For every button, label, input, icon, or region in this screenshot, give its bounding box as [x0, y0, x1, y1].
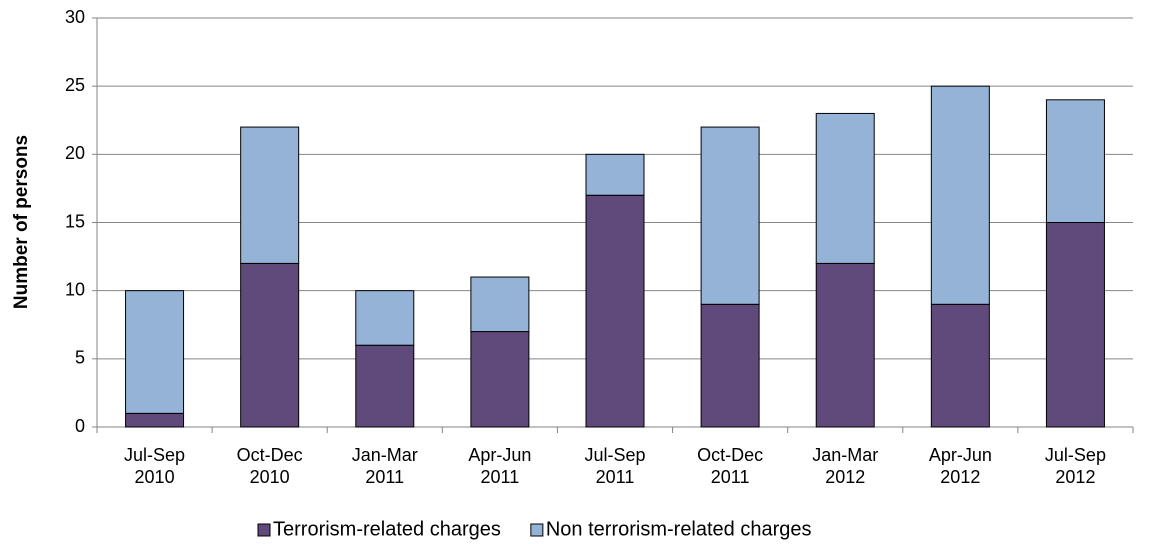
legend-label: Non terrorism-related charges [546, 518, 812, 540]
bar [700, 303, 760, 428]
x-tick-label: 2011 [481, 467, 520, 487]
x-tick-label: 2012 [825, 467, 865, 487]
bar [355, 344, 415, 428]
bar [1045, 222, 1105, 428]
x-tick-label: Jul-Sep [1045, 445, 1106, 465]
x-tick-label: 2010 [250, 467, 290, 487]
x-tick-label: Apr-Jun [468, 445, 531, 465]
legend-label: Terrorism-related charges [273, 518, 501, 540]
x-tick-label: Oct-Dec [697, 445, 763, 465]
y-tick-label: 15 [65, 211, 85, 231]
y-tick-label: 0 [75, 416, 85, 436]
bar [930, 303, 990, 428]
bar [700, 126, 760, 305]
x-tick-label: 2010 [135, 467, 175, 487]
bar [125, 290, 185, 414]
bar [815, 112, 875, 264]
bar [815, 262, 875, 428]
x-tick-label: 2011 [365, 467, 404, 487]
bar [585, 194, 645, 428]
x-tick-label: 2011 [711, 467, 750, 487]
y-tick-label: 30 [65, 7, 85, 27]
bar [1045, 99, 1105, 223]
bar [470, 331, 530, 428]
y-tick-label: 10 [65, 279, 85, 299]
bar [240, 262, 300, 428]
y-tick-label: 20 [65, 143, 85, 163]
bar [585, 153, 645, 196]
bar [125, 412, 185, 428]
bar [470, 276, 530, 333]
x-tick-label: Oct-Dec [237, 445, 303, 465]
x-tick-label: 2011 [596, 467, 635, 487]
x-tick-label: Jan-Mar [352, 445, 418, 465]
y-tick-label: 25 [65, 75, 85, 95]
x-tick-label: Jan-Mar [812, 445, 878, 465]
bar [240, 126, 300, 264]
bar [930, 85, 990, 305]
x-tick-label: 2012 [940, 467, 980, 487]
bar [355, 290, 415, 346]
x-tick-label: 2012 [1055, 467, 1095, 487]
x-tick-label: Apr-Jun [929, 445, 992, 465]
x-tick-label: Jul-Sep [584, 445, 645, 465]
y-axis-label: Number of persons [11, 135, 32, 309]
x-tick-label: Jul-Sep [124, 445, 185, 465]
legend-swatch [530, 523, 544, 537]
legend-swatch [257, 523, 271, 537]
y-tick-label: 5 [75, 348, 85, 368]
